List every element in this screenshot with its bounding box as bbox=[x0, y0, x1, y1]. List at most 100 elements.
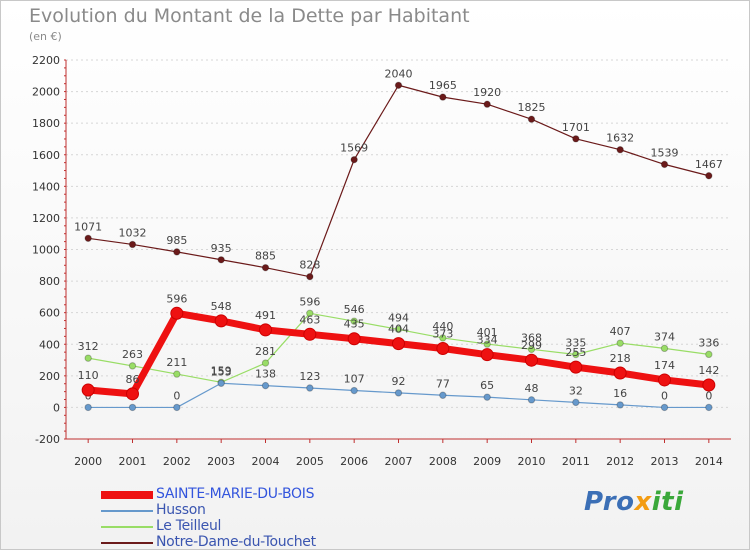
data-label-husson: 16 bbox=[613, 387, 627, 400]
y-tick-label: 1800 bbox=[32, 117, 60, 130]
data-label-husson: 123 bbox=[299, 370, 320, 383]
y-tick-label: 0 bbox=[53, 401, 60, 414]
data-point-sainte-marie-du-bois bbox=[658, 373, 671, 387]
data-label-sainte-marie-du-bois: 463 bbox=[299, 313, 320, 326]
data-label-sainte-marie-du-bois: 174 bbox=[654, 359, 675, 372]
data-point-le-teilleul bbox=[439, 334, 447, 342]
data-point-le-teilleul bbox=[705, 350, 713, 359]
x-tick-label: 2000 bbox=[74, 455, 102, 468]
x-tick-label: 2010 bbox=[518, 455, 546, 468]
data-point-le-teilleul bbox=[394, 325, 403, 334]
y-tick-label: 200 bbox=[39, 370, 60, 383]
data-label-husson: 0 bbox=[173, 389, 180, 402]
data-point-husson bbox=[483, 393, 491, 401]
data-point-husson bbox=[173, 403, 181, 412]
legend-label: Le Teilleul bbox=[156, 518, 222, 534]
data-label-sainte-marie-du-bois: 435 bbox=[344, 318, 365, 331]
data-label-husson: 32 bbox=[569, 384, 583, 397]
data-label-husson: 138 bbox=[255, 368, 276, 381]
data-label-sainte-marie-du-bois: 86 bbox=[126, 373, 140, 386]
chart-title: Evolution du Montant de la Dette par Hab… bbox=[29, 5, 470, 27]
legend-swatch bbox=[101, 526, 153, 528]
y-tick-label: 400 bbox=[39, 338, 60, 351]
data-label-le-teilleul: 263 bbox=[122, 348, 143, 361]
data-point-notre-dame-du-touchet bbox=[660, 160, 669, 169]
data-label-le-teilleul: 335 bbox=[565, 337, 586, 350]
y-tick-label: 1000 bbox=[32, 244, 60, 257]
y-tick-label: 2200 bbox=[32, 54, 60, 67]
data-point-notre-dame-du-touchet bbox=[217, 256, 225, 264]
data-point-husson bbox=[572, 398, 580, 407]
data-label-notre-dame-du-touchet: 2040 bbox=[385, 67, 413, 80]
x-tick-label: 2006 bbox=[340, 455, 368, 468]
data-label-sainte-marie-du-bois: 373 bbox=[432, 328, 453, 341]
data-point-husson bbox=[394, 389, 403, 397]
data-point-sainte-marie-du-bois bbox=[569, 360, 583, 374]
data-point-le-teilleul bbox=[306, 309, 314, 317]
data-label-sainte-marie-du-bois: 255 bbox=[565, 346, 586, 359]
x-tick-label: 2011 bbox=[562, 455, 590, 468]
data-label-le-teilleul: 596 bbox=[299, 295, 320, 308]
x-tick-label: 2014 bbox=[695, 455, 723, 468]
data-label-sainte-marie-du-bois: 404 bbox=[388, 323, 409, 336]
data-label-notre-dame-du-touchet: 1467 bbox=[695, 158, 723, 171]
data-point-notre-dame-du-touchet bbox=[705, 172, 713, 180]
data-label-le-teilleul: 407 bbox=[610, 325, 631, 338]
data-point-husson bbox=[128, 403, 137, 412]
data-point-notre-dame-du-touchet bbox=[128, 240, 137, 249]
data-label-sainte-marie-du-bois: 334 bbox=[477, 334, 498, 347]
data-label-le-teilleul: 159 bbox=[211, 364, 232, 377]
data-point-le-teilleul bbox=[84, 354, 92, 362]
data-label-notre-dame-du-touchet: 1569 bbox=[340, 142, 368, 155]
data-label-le-teilleul: 440 bbox=[432, 320, 453, 333]
data-label-notre-dame-du-touchet: 1032 bbox=[119, 226, 147, 239]
legend-label: Notre-Dame-du-Touchet bbox=[156, 534, 316, 550]
data-point-husson bbox=[527, 396, 536, 404]
data-point-notre-dame-du-touchet bbox=[483, 100, 491, 108]
data-point-le-teilleul bbox=[173, 370, 181, 378]
data-point-husson bbox=[217, 379, 225, 387]
data-label-notre-dame-du-touchet: 1071 bbox=[74, 220, 102, 233]
data-label-sainte-marie-du-bois: 491 bbox=[255, 309, 276, 322]
data-point-sainte-marie-du-bois bbox=[480, 348, 494, 362]
data-point-sainte-marie-du-bois bbox=[303, 327, 317, 341]
data-point-husson bbox=[660, 403, 669, 412]
x-tick-label: 2008 bbox=[429, 455, 457, 468]
x-tick-label: 2009 bbox=[473, 455, 501, 468]
x-tick-label: 2001 bbox=[119, 455, 147, 468]
data-label-sainte-marie-du-bois: 142 bbox=[698, 364, 719, 377]
data-point-husson bbox=[616, 401, 624, 409]
y-tick-label: 1600 bbox=[32, 149, 60, 162]
x-tick-label: 2003 bbox=[207, 455, 235, 468]
data-label-le-teilleul: 312 bbox=[78, 340, 99, 353]
data-label-husson: 48 bbox=[525, 382, 539, 395]
data-label-le-teilleul: 336 bbox=[698, 336, 719, 349]
data-point-sainte-marie-du-bois bbox=[613, 366, 627, 380]
proxiti-logo: Proxiti bbox=[584, 487, 684, 517]
legend-swatch bbox=[101, 542, 153, 544]
x-tick-label: 2002 bbox=[163, 455, 191, 468]
data-point-notre-dame-du-touchet bbox=[394, 81, 403, 89]
data-label-le-teilleul: 368 bbox=[521, 331, 542, 344]
x-tick-label: 2013 bbox=[651, 455, 679, 468]
data-label-notre-dame-du-touchet: 1701 bbox=[562, 121, 590, 134]
data-label-notre-dame-du-touchet: 885 bbox=[255, 250, 276, 263]
data-point-le-teilleul bbox=[350, 317, 358, 325]
data-label-notre-dame-du-touchet: 1920 bbox=[473, 86, 501, 99]
logo-text-2: x bbox=[634, 487, 652, 517]
data-label-le-teilleul: 211 bbox=[166, 356, 187, 369]
data-label-sainte-marie-du-bois: 110 bbox=[78, 369, 99, 382]
data-label-husson: 107 bbox=[344, 373, 365, 386]
data-point-notre-dame-du-touchet bbox=[616, 145, 624, 154]
data-point-notre-dame-du-touchet bbox=[572, 135, 580, 143]
legend-label: SAINTE-MARIE-DU-BOIS bbox=[156, 486, 315, 502]
data-point-husson bbox=[306, 384, 314, 392]
data-label-husson: 92 bbox=[392, 375, 406, 388]
data-point-husson bbox=[84, 403, 92, 412]
logo-text-3: iti bbox=[651, 487, 684, 517]
y-tick-label: 2000 bbox=[32, 86, 60, 99]
data-point-sainte-marie-du-bois bbox=[259, 323, 272, 337]
data-point-husson bbox=[261, 381, 270, 390]
